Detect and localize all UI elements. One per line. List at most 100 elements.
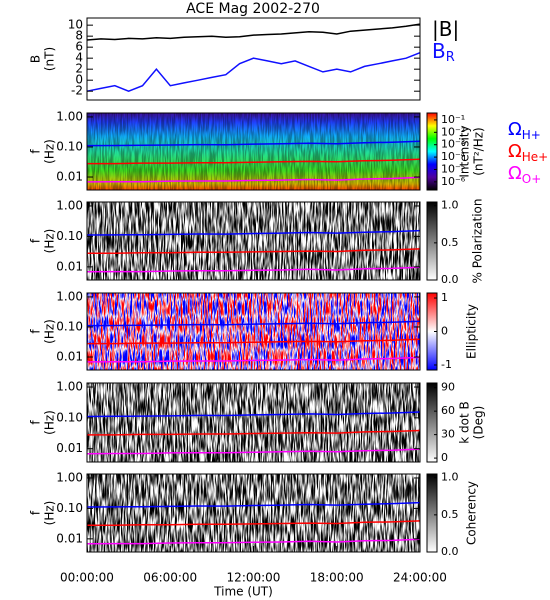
series-line: [86, 501, 421, 508]
colorbar-tick-label: 1: [441, 291, 448, 304]
y-axis-label: f: [29, 238, 43, 243]
y-tick-label: 0.01: [56, 350, 83, 364]
y-axis-label: f: [29, 510, 43, 515]
y-tick-label: 1.00: [56, 289, 83, 303]
plot-frame: [86, 292, 421, 371]
y-tick-label: 1.00: [56, 109, 83, 123]
spectrogram: [87, 383, 420, 462]
legend-entry: BR: [432, 39, 455, 65]
colorbar-label: Ellipticity: [465, 304, 479, 359]
series-line: [86, 23, 421, 41]
colorbar-tick-label: 10⁻²: [441, 125, 465, 138]
y-tick-label: 2: [75, 62, 83, 76]
colorbar-tick-label: 0.0: [441, 273, 459, 286]
y-tick-label: 6: [75, 40, 83, 54]
colorbar-tick-label: 0: [441, 325, 448, 338]
series-line: [86, 448, 421, 455]
y-axis-label: f: [29, 149, 43, 154]
x-tick-label: 06:00:00: [143, 571, 197, 585]
series-line: [87, 520, 421, 526]
series-line: [86, 176, 421, 183]
y-tick-label: -2: [71, 84, 83, 98]
colorbar-tick-label: 1.0: [441, 199, 459, 212]
series-line: [86, 52, 421, 93]
y-axis-label: (Hz): [43, 229, 57, 254]
colorbar-tick-label: 10⁻⁶: [441, 175, 466, 188]
y-axis-label: f: [29, 329, 43, 334]
x-tick-label: 00:00:00: [60, 571, 114, 585]
y-axis-label: B: [29, 55, 43, 63]
y-axis-label: (Hz): [43, 139, 57, 164]
y-axis-label: (nT): [43, 47, 57, 71]
series-line: [86, 320, 421, 327]
y-tick-label: 0.10: [56, 229, 83, 243]
legend-entry: |B|: [432, 17, 459, 41]
colorbar-tick-label: 0.5: [441, 508, 459, 521]
colorbar: [426, 473, 438, 553]
colorbar-tick-label: 10⁻¹: [441, 113, 465, 126]
colorbar-tick-label: 0.0: [441, 545, 459, 558]
colorbar-label: Intensity: [458, 125, 472, 177]
y-tick-label: 0.01: [56, 259, 83, 273]
colorbar-label: % Polarization: [471, 199, 485, 284]
spectrogram: [87, 293, 420, 370]
legend-entry: ΩHe+: [508, 141, 548, 164]
y-tick-label: 0: [75, 73, 83, 87]
x-axis-label: Time (UT): [213, 585, 273, 599]
spectrogram: [87, 474, 420, 552]
series-line: [87, 158, 421, 165]
colorbar-label: (nT²/Hz): [472, 127, 486, 175]
series-line: [86, 140, 421, 147]
y-tick-label: 0.10: [56, 139, 83, 153]
colorbar-tick-label: 10⁻⁵: [441, 162, 465, 175]
series-line: [86, 229, 421, 236]
y-axis-label: (Hz): [43, 410, 57, 435]
colorbar-tick-label: 10⁻³: [441, 138, 465, 151]
y-tick-label: 10: [68, 18, 83, 32]
colorbar: [426, 382, 438, 463]
colorbar: [426, 112, 438, 191]
plot-frame: [86, 112, 421, 191]
y-axis-label: f: [29, 420, 43, 425]
y-tick-label: 1.00: [56, 198, 83, 212]
spectrogram: [87, 202, 420, 280]
series-line: [86, 266, 421, 273]
y-tick-label: 4: [75, 51, 83, 65]
colorbar-label: Coherency: [465, 481, 479, 545]
y-axis-label: (Hz): [43, 501, 57, 526]
series-line: [87, 429, 421, 436]
colorbar-tick-label: -1: [441, 358, 452, 371]
colorbar-tick-label: 0: [441, 451, 448, 464]
legend-entry: ΩH+: [508, 119, 541, 142]
x-tick-label: 18:00:00: [310, 571, 364, 585]
y-tick-label: 0.01: [56, 531, 83, 545]
series-line: [86, 411, 421, 418]
y-tick-label: 0.10: [56, 319, 83, 333]
colorbar-tick-label: 30: [441, 428, 455, 441]
spectrogram-texture: [87, 113, 420, 190]
colorbar-tick-label: 60: [441, 404, 455, 417]
x-tick-label: 12:00:00: [227, 571, 281, 585]
chart-title: ACE Mag 2002-270: [186, 1, 320, 17]
series-line: [86, 356, 421, 363]
series-line: [86, 538, 421, 545]
y-tick-label: 0.01: [56, 170, 83, 184]
legend-entry: ΩO+: [508, 163, 541, 186]
y-tick-label: 0.10: [56, 410, 83, 424]
y-tick-label: 0.01: [56, 441, 83, 455]
colorbar-tick-label: 1.0: [441, 471, 459, 484]
plot-frame: [86, 17, 421, 101]
series-line: [87, 338, 421, 345]
x-tick-label: 24:00:00: [393, 571, 447, 585]
colorbar-tick-label: 90: [441, 381, 455, 394]
y-axis-label: (Hz): [43, 319, 57, 344]
y-tick-label: 1.00: [56, 470, 83, 484]
y-tick-label: 8: [75, 29, 83, 43]
colorbar: [426, 201, 438, 281]
y-tick-label: 0.10: [56, 501, 83, 515]
plot-frame: [86, 382, 421, 463]
series-line: [87, 248, 421, 254]
colorbar-tick-label: 0.5: [441, 236, 459, 249]
y-tick-label: 1.00: [56, 380, 83, 394]
